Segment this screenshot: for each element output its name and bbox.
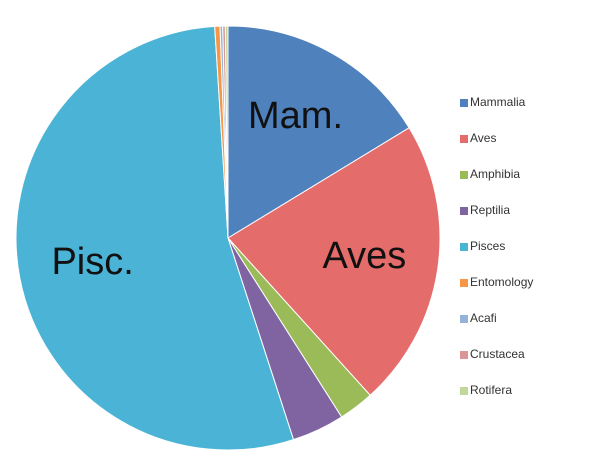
legend-label: Crustacea: [470, 347, 525, 361]
legend-label: Mammalia: [470, 95, 526, 109]
slice-label: Pisc.: [51, 241, 133, 283]
pie-slice: [227, 25, 410, 239]
slice-label: Mam.: [248, 95, 343, 137]
pie-slice: [227, 127, 441, 396]
legend-label: Reptilia: [470, 203, 510, 217]
legend-swatch: [460, 243, 468, 251]
legend-label: Amphibia: [470, 167, 520, 181]
legend-swatch: [460, 351, 468, 359]
legend-swatch: [460, 135, 468, 143]
slice-label: Aves: [322, 235, 406, 277]
legend-swatch: [460, 171, 468, 179]
legend-swatch: [460, 315, 468, 323]
legend-label: Entomology: [470, 275, 533, 289]
legend-swatch: [460, 387, 468, 395]
legend-swatch: [460, 279, 468, 287]
pie-slice: [15, 25, 295, 451]
pie-slice: [224, 25, 229, 239]
legend-swatch: [460, 207, 468, 215]
legend-label: Pisces: [470, 239, 505, 253]
legend-swatch: [460, 99, 468, 107]
legend-label: Aves: [470, 131, 496, 145]
legend-label: Acafi: [470, 311, 497, 325]
legend-label: Rotifera: [470, 383, 512, 397]
